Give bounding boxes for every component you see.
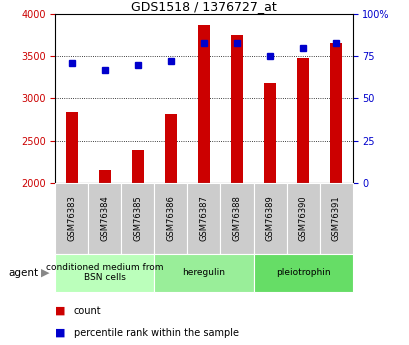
Bar [319,183,352,254]
Text: GSM76384: GSM76384 [100,195,109,241]
Bar [231,35,242,183]
Text: GSM76391: GSM76391 [331,195,340,241]
Text: percentile rank within the sample: percentile rank within the sample [74,328,238,338]
Bar [187,183,220,254]
Bar [55,254,154,292]
Bar [220,183,253,254]
Bar [99,170,110,183]
Bar [286,183,319,254]
Text: ▶: ▶ [41,268,49,277]
Bar [154,254,253,292]
Bar [264,83,275,183]
Text: GSM76387: GSM76387 [199,195,208,241]
Text: GSM76385: GSM76385 [133,195,142,241]
Bar [330,43,341,183]
Text: conditioned medium from
BSN cells: conditioned medium from BSN cells [46,263,163,282]
Text: ■: ■ [55,328,66,338]
Text: GSM76383: GSM76383 [67,195,76,241]
Bar [253,254,352,292]
Text: pleiotrophin: pleiotrophin [275,268,330,277]
Text: GSM76388: GSM76388 [232,195,241,241]
Bar [297,58,308,183]
Text: agent: agent [8,268,38,277]
Bar [88,183,121,254]
Text: GSM76386: GSM76386 [166,195,175,241]
Bar [165,114,176,183]
Bar [66,112,77,183]
Title: GDS1518 / 1376727_at: GDS1518 / 1376727_at [131,0,276,13]
Text: GSM76390: GSM76390 [298,195,307,241]
Bar [132,150,143,183]
Text: ■: ■ [55,306,66,315]
Bar [253,183,286,254]
Text: heregulin: heregulin [182,268,225,277]
Bar [55,183,88,254]
Bar [154,183,187,254]
Bar [121,183,154,254]
Text: count: count [74,306,101,315]
Text: GSM76389: GSM76389 [265,195,274,241]
Bar [198,25,209,183]
